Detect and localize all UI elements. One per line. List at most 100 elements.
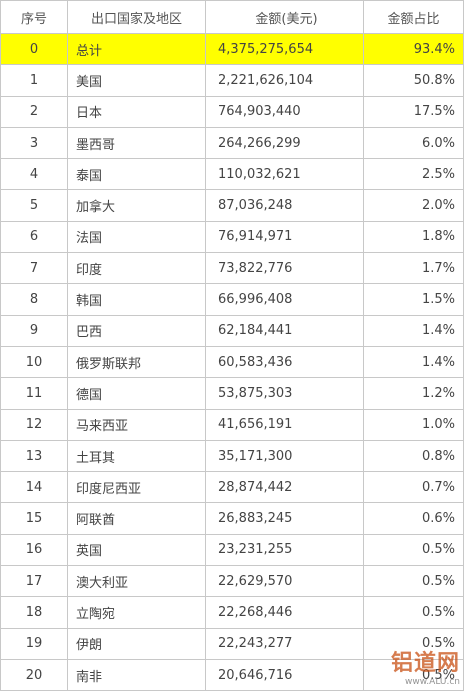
table-cell: 美国 [67, 64, 206, 97]
table-cell: 10 [0, 345, 68, 379]
table-cell: 93.4% [363, 32, 464, 66]
table-cell: 764,903,440 [205, 95, 364, 128]
header-cell: 金额(美元) [205, 0, 364, 34]
table-cell: 20,646,716 [205, 658, 364, 691]
table-cell: 28,874,442 [205, 471, 364, 504]
table-cell: 立陶宛 [67, 596, 206, 629]
table-cell: 6.0% [363, 126, 464, 160]
header-cell: 金额占比 [363, 0, 464, 34]
table-row: 9 巴西 62,184,441 1.4% [0, 314, 464, 347]
table-cell: 0.7% [363, 471, 464, 504]
table-row: 10 俄罗斯联邦 60,583,436 1.4% [0, 345, 464, 379]
table-row: 13 土耳其 35,171,300 0.8% [0, 439, 464, 473]
table-cell: 韩国 [67, 283, 206, 316]
watermark: 铝道网 www.ALU.cn [391, 645, 460, 687]
table-cell: 3 [0, 126, 68, 160]
table-cell: 马来西亚 [67, 408, 206, 441]
header-cell: 出口国家及地区 [67, 0, 206, 34]
header-cell: 序号 [0, 0, 68, 34]
table-cell: 0.5% [363, 627, 464, 660]
table-cell: 66,996,408 [205, 283, 364, 316]
table-cell: 22,243,277 [205, 627, 364, 660]
table-cell: 1.8% [363, 220, 464, 254]
table-row: 18 立陶宛 22,268,446 0.5% [0, 596, 464, 629]
table-body: 0 总计 4,375,275,654 93.4% 1 美国 2,221,626,104 50.… [0, 32, 464, 691]
table-cell: 12 [0, 408, 68, 441]
table-cell: 墨西哥 [67, 126, 206, 160]
table-cell: 总计 [67, 32, 206, 66]
table-cell: 0.6% [363, 502, 464, 535]
table-cell: 7 [0, 252, 68, 285]
table-cell: 1.0% [363, 408, 464, 441]
table-cell: 11 [0, 377, 68, 410]
table-cell: 4,375,275,654 [205, 32, 364, 66]
table-row: 11 德国 53,875,303 1.2% [0, 377, 464, 410]
table-cell: 伊朗 [67, 627, 206, 660]
table-row: 3 墨西哥 264,266,299 6.0% [0, 126, 464, 160]
table-cell: 62,184,441 [205, 314, 364, 347]
table-cell: 1 [0, 64, 68, 97]
table-cell: 50.8% [363, 64, 464, 97]
table-cell: 2.5% [363, 158, 464, 191]
table-cell: 2.0% [363, 189, 464, 222]
table-cell: 87,036,248 [205, 189, 364, 222]
table-cell: 1.7% [363, 252, 464, 285]
table-row: 0 总计 4,375,275,654 93.4% [0, 32, 464, 66]
table-cell: 5 [0, 189, 68, 222]
table-row: 12 马来西亚 41,656,191 1.0% [0, 408, 464, 441]
header-row: 序号 出口国家及地区 金额(美元) 金额占比 [0, 0, 464, 34]
table-row: 16 英国 23,231,255 0.5% [0, 533, 464, 567]
table-cell: 土耳其 [67, 439, 206, 473]
table-cell: 1.4% [363, 314, 464, 347]
table-cell: 英国 [67, 533, 206, 567]
table-cell: 23,231,255 [205, 533, 364, 567]
table-cell: 13 [0, 439, 68, 473]
table-cell: 8 [0, 283, 68, 316]
table-cell: 0.5% [363, 533, 464, 567]
table-cell: 日本 [67, 95, 206, 128]
table-cell: 巴西 [67, 314, 206, 347]
table-cell: 264,266,299 [205, 126, 364, 160]
table-cell: 73,822,776 [205, 252, 364, 285]
table-cell: 0 [0, 32, 68, 66]
table-cell: 1.4% [363, 345, 464, 379]
table-cell: 22,629,570 [205, 565, 364, 598]
table-cell: 22,268,446 [205, 596, 364, 629]
table-cell: 9 [0, 314, 68, 347]
table-cell: 26,883,245 [205, 502, 364, 535]
table-cell: 2 [0, 95, 68, 128]
table-cell: 印度 [67, 252, 206, 285]
table-cell: 俄罗斯联邦 [67, 345, 206, 379]
table-row: 19 伊朗 22,243,277 0.5% [0, 627, 464, 660]
table-cell: 印度尼西亚 [67, 471, 206, 504]
table-cell: 0.5% [363, 658, 464, 691]
table-cell: 0.8% [363, 439, 464, 473]
table-cell: 17.5% [363, 95, 464, 128]
table-cell: 20 [0, 658, 68, 691]
table-cell: 南非 [67, 658, 206, 691]
table-cell: 阿联酋 [67, 502, 206, 535]
table-cell: 6 [0, 220, 68, 254]
table-cell: 76,914,971 [205, 220, 364, 254]
table-row: 7 印度 73,822,776 1.7% [0, 252, 464, 285]
table-cell: 德国 [67, 377, 206, 410]
table-row: 15 阿联酋 26,883,245 0.6% [0, 502, 464, 535]
table-cell: 19 [0, 627, 68, 660]
watermark-name: 铝道网 [390, 651, 460, 676]
table-row: 1 美国 2,221,626,104 50.8% [0, 64, 464, 97]
table-cell: 14 [0, 471, 68, 504]
table-cell: 41,656,191 [205, 408, 364, 441]
table-cell: 0.5% [363, 565, 464, 598]
table-cell: 泰国 [67, 158, 206, 191]
table-row: 4 泰国 110,032,621 2.5% [0, 158, 464, 191]
table-row: 14 印度尼西亚 28,874,442 0.7% [0, 471, 464, 504]
table-cell: 法国 [67, 220, 206, 254]
table-cell: 1.2% [363, 377, 464, 410]
table-cell: 0.5% [363, 596, 464, 629]
table-cell: 1.5% [363, 283, 464, 316]
table-row: 6 法国 76,914,971 1.8% [0, 220, 464, 254]
table-cell: 60,583,436 [205, 345, 364, 379]
table-row: 20 南非 20,646,716 0.5% [0, 658, 464, 691]
table-cell: 35,171,300 [205, 439, 364, 473]
